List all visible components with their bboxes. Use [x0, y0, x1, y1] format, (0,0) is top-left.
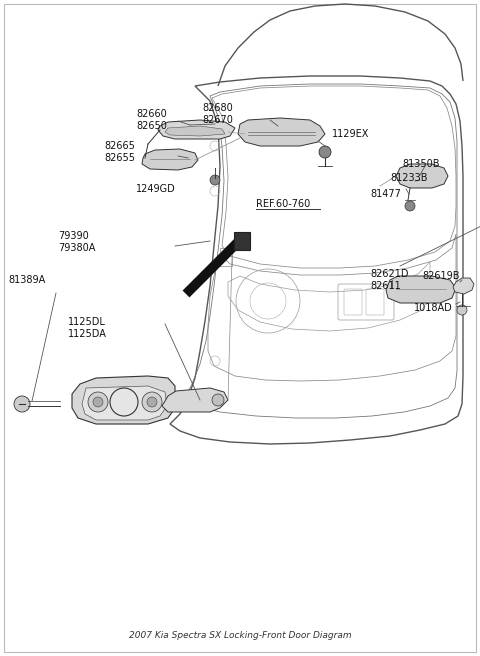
Circle shape [147, 397, 157, 407]
Polygon shape [386, 276, 456, 303]
Polygon shape [162, 388, 228, 412]
Circle shape [457, 305, 467, 315]
Text: 1129EX: 1129EX [332, 129, 370, 139]
Circle shape [93, 397, 103, 407]
Circle shape [88, 392, 108, 412]
Bar [220, 248, 232, 266]
Text: 81389A: 81389A [8, 275, 45, 285]
Text: 82680
82670: 82680 82670 [202, 103, 233, 125]
Circle shape [14, 396, 30, 412]
Circle shape [405, 201, 415, 211]
Text: 1125DL
1125DA: 1125DL 1125DA [68, 318, 107, 338]
Polygon shape [158, 120, 235, 139]
Polygon shape [82, 386, 167, 420]
Text: 82619B: 82619B [422, 271, 459, 281]
Text: 79390
79380A: 79390 79380A [58, 231, 96, 253]
Text: REF.60-760: REF.60-760 [256, 199, 310, 209]
Text: 1249GD: 1249GD [136, 184, 176, 194]
Circle shape [319, 146, 331, 158]
Text: 81477: 81477 [370, 189, 401, 199]
Polygon shape [165, 126, 225, 136]
Text: 1018AD: 1018AD [414, 303, 453, 313]
Polygon shape [142, 149, 198, 170]
Circle shape [142, 392, 162, 412]
Polygon shape [396, 164, 448, 188]
Polygon shape [238, 118, 325, 146]
Text: 81350B: 81350B [402, 159, 440, 169]
Text: 82660
82650: 82660 82650 [136, 109, 167, 131]
Circle shape [212, 394, 224, 406]
Bar [234, 232, 250, 250]
Text: 2007 Kia Spectra SX Locking-Front Door Diagram: 2007 Kia Spectra SX Locking-Front Door D… [129, 632, 351, 640]
Text: 81233B: 81233B [390, 173, 428, 183]
Polygon shape [72, 376, 175, 424]
Text: 82665
82655: 82665 82655 [104, 141, 135, 163]
Text: 82621D
82611: 82621D 82611 [370, 269, 408, 291]
Circle shape [210, 175, 220, 185]
Polygon shape [453, 278, 474, 294]
